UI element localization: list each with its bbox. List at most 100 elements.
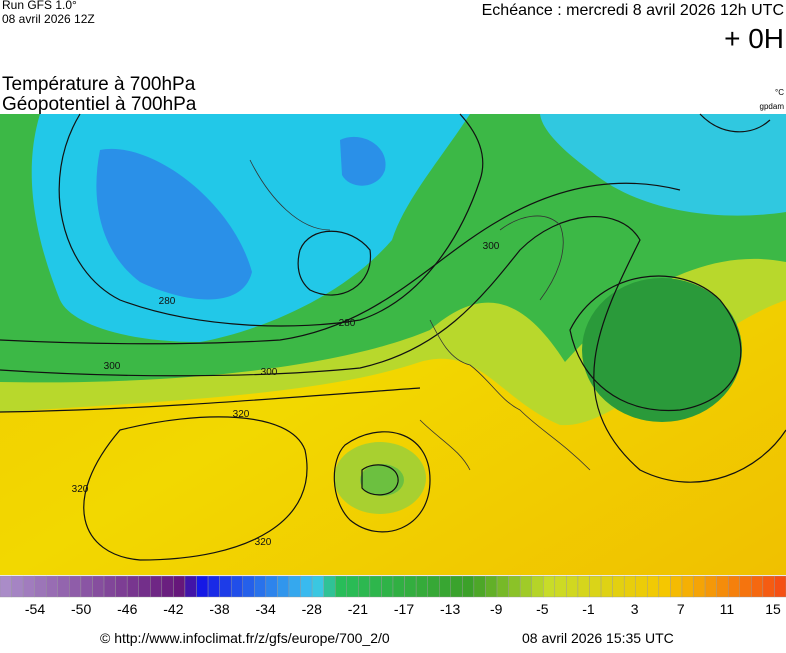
temp-zone (96, 148, 252, 300)
colorbar-swatch (300, 575, 313, 598)
colorbar-swatch (230, 575, 243, 598)
colorbar-swatch (161, 575, 174, 598)
unit: gpdam (760, 102, 785, 111)
colorbar-label: -17 (394, 601, 414, 617)
colorbar-swatch (92, 575, 105, 598)
colorbar-swatch (693, 575, 706, 598)
colorbar-swatch (439, 575, 451, 598)
colorbar-label: -13 (440, 601, 460, 617)
colorbar-swatch (496, 575, 509, 598)
contour-label: 280 (339, 318, 356, 329)
colorbar-label: -34 (256, 601, 276, 617)
contour-label: 320 (233, 409, 250, 420)
colorbar-swatch (623, 575, 636, 598)
title: Géopotentiel à 700hPa (2, 94, 197, 115)
colorbar-swatch (635, 575, 648, 598)
contours (0, 113, 786, 561)
colorbar-swatch (519, 575, 532, 598)
colorbar-swatch (728, 575, 740, 598)
colorbar-swatch (462, 575, 475, 598)
colorbar: -54 -50 -46 -42 -38 -34 -28 -21 -17 -13 -9 -5 -1 3 7 11… (0, 575, 786, 617)
colorbar-swatch (11, 575, 24, 598)
colorbar-label: 7 (677, 601, 685, 617)
colorbar-swatch (543, 575, 556, 598)
colorbar-label: 11 (720, 601, 735, 617)
colorbar-swatch (392, 575, 405, 598)
unit: °C (775, 88, 784, 97)
colorbar-label: 3 (631, 601, 639, 617)
colorbar-swatch (704, 575, 717, 598)
colorbar-swatch (34, 575, 47, 598)
colorbar-swatch (681, 575, 694, 598)
colorbar-swatch (311, 575, 324, 598)
colorbar-swatch (739, 575, 752, 598)
colorbar-swatch (115, 575, 128, 598)
colorbar-label: -42 (163, 601, 183, 617)
colorbar-swatch (138, 575, 151, 598)
colorbar-swatch (323, 575, 336, 598)
colorbar-swatch (473, 575, 486, 598)
colorbar-swatch (774, 575, 786, 598)
contour-label: 280 (159, 296, 176, 307)
colorbar-label: -28 (302, 601, 322, 617)
colorbar-swatch (358, 575, 371, 598)
colorbar-label: 15 (765, 601, 781, 617)
colorbar-swatch (716, 575, 729, 598)
contour-label: 320 (72, 484, 89, 495)
colorbar-label: -5 (536, 601, 549, 617)
colorbar-swatch (381, 575, 394, 598)
coastlines (249, 159, 591, 471)
colorbar-swatch (288, 575, 301, 598)
colorbar-swatch (751, 575, 764, 598)
colorbar-label: -1 (582, 601, 595, 617)
lead-time: + 0H (724, 23, 784, 54)
colorbar-swatch (335, 575, 347, 598)
colorbar-swatch (346, 575, 359, 598)
colorbar-swatch (0, 575, 12, 598)
colorbar-swatch (647, 575, 660, 598)
colorbar-swatch (126, 575, 139, 598)
run-date: 08 avril 2026 12Z (2, 12, 95, 26)
colorbar-swatch (80, 575, 93, 598)
colorbar-swatch (577, 575, 590, 598)
colorbar-swatch (612, 575, 625, 598)
colorbar-label: -21 (348, 601, 368, 617)
colorbar-swatch (554, 575, 567, 598)
colorbar-swatch (670, 575, 683, 598)
colorbar-swatch (600, 575, 613, 598)
colorbar-label: -38 (209, 601, 229, 617)
colorbar-swatch (57, 575, 70, 598)
colorbar-swatch (589, 575, 602, 598)
temp-zone (540, 114, 786, 216)
source-url: © http://www.infoclimat.fr/z/gfs/europe/… (100, 630, 390, 646)
colorbar-swatch (173, 575, 186, 598)
colorbar-swatch (277, 575, 290, 598)
colorbar-swatch (762, 575, 775, 598)
map (0, 113, 786, 575)
colorbar-swatch (531, 575, 544, 598)
colorbar-swatch (207, 575, 220, 598)
temp-zone (360, 464, 404, 496)
colorbar-swatch (242, 575, 255, 598)
contour-label: 300 (104, 361, 121, 372)
contour-label: 300 (483, 241, 500, 252)
contour-label: 320 (255, 537, 272, 548)
colorbar-swatch (219, 575, 232, 598)
colorbar-label: -54 (25, 601, 45, 617)
colorbar-swatch (485, 575, 498, 598)
colorbar-swatch (265, 575, 278, 598)
colorbar-swatch (415, 575, 428, 598)
temp-zone (582, 278, 742, 422)
colorbar-swatch (69, 575, 82, 598)
timestamp: 08 avril 2026 15:35 UTC (522, 630, 674, 646)
colorbar-swatch (566, 575, 579, 598)
colorbar-swatch (404, 575, 417, 598)
colorbar-swatch (46, 575, 58, 598)
colorbar-label: -46 (117, 601, 137, 617)
contour-label: 300 (261, 367, 278, 378)
colorbar-swatch (658, 575, 671, 598)
run-label: Run GFS 1.0° (2, 0, 77, 12)
colorbar-swatch (508, 575, 521, 598)
colorbar-swatch (427, 575, 440, 598)
